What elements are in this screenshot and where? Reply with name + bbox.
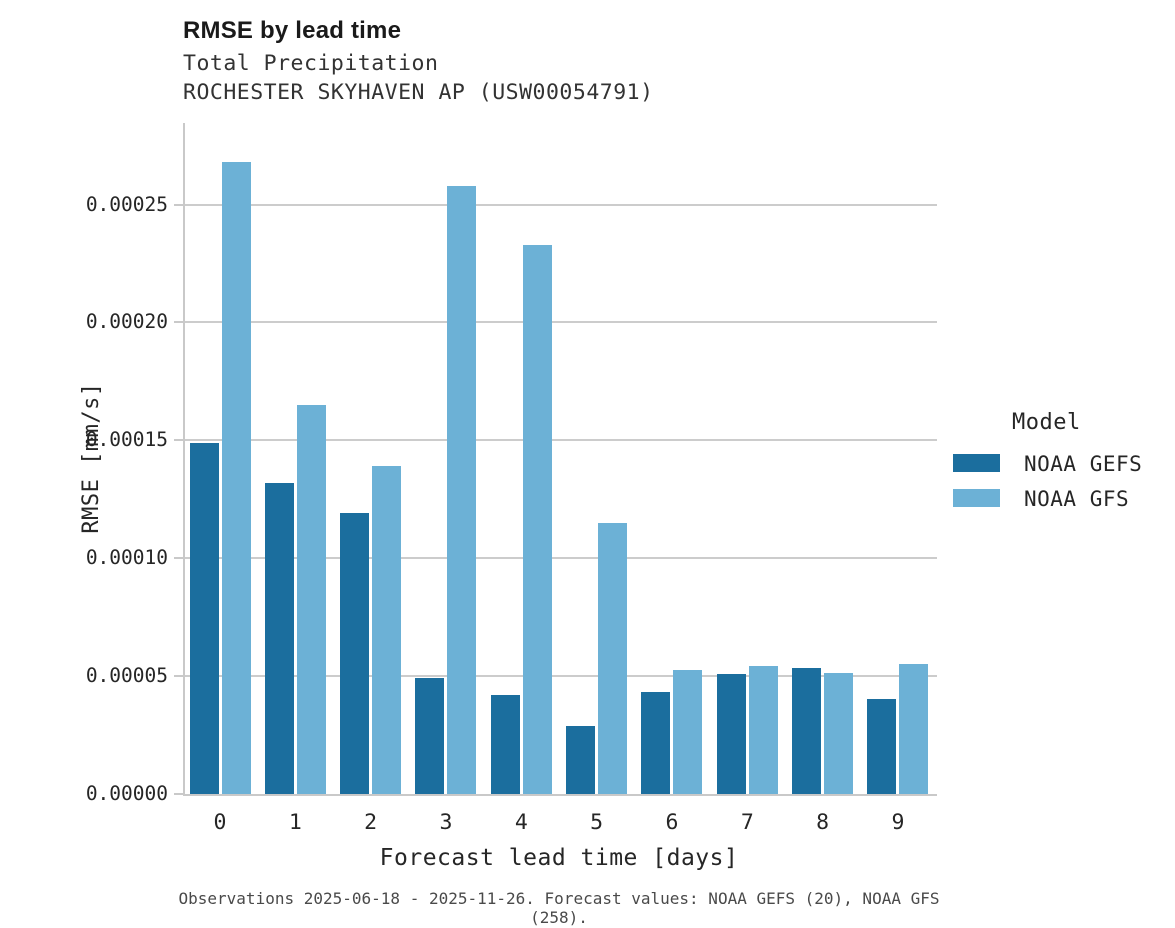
y-tick-label: 0.00005 [85, 664, 168, 688]
y-tick [174, 203, 183, 206]
bar-noaa-gfs-lead-5 [598, 522, 628, 794]
y-axis-title: RMSE [mm/s] [79, 382, 105, 534]
legend-item-label: NOAA GEFS [1024, 452, 1143, 476]
legend-swatch [953, 489, 1000, 507]
bar-noaa-gefs-lead-8 [792, 668, 822, 794]
legend-title: Model [1012, 410, 1081, 435]
bar-noaa-gfs-lead-8 [824, 672, 854, 794]
y-tick [174, 675, 183, 678]
legend-swatch [953, 454, 1000, 472]
x-tick-label: 9 [891, 810, 905, 835]
x-tick-label: 1 [288, 810, 302, 835]
y-tick-label: 0.00015 [85, 428, 168, 452]
x-tick-label: 2 [364, 810, 378, 835]
legend-item-label: NOAA GFS [1024, 487, 1130, 511]
bar-noaa-gefs-lead-2 [340, 513, 370, 794]
gridline [185, 675, 937, 678]
bar-noaa-gfs-lead-7 [748, 665, 778, 794]
bar-noaa-gefs-lead-7 [716, 674, 746, 794]
y-tick-label: 0.00020 [85, 310, 168, 334]
bar-noaa-gfs-lead-6 [673, 669, 703, 794]
bar-noaa-gefs-lead-3 [415, 677, 445, 794]
gridline [185, 321, 937, 324]
y-tick [174, 321, 183, 324]
x-tick-label: 8 [816, 810, 830, 835]
bar-noaa-gfs-lead-1 [296, 404, 326, 794]
y-tick-label: 0.00010 [85, 546, 168, 570]
x-tick-label: 6 [665, 810, 679, 835]
plot-area: 0.00000 0.00005 0.00010 0.00015 0.00020 0.000… [86, 123, 937, 835]
bar-noaa-gfs-lead-4 [522, 244, 552, 794]
y-tick-label: 0.00025 [85, 192, 168, 216]
y-tick [174, 557, 183, 560]
bar-noaa-gefs-lead-9 [867, 699, 897, 794]
x-tick-label: 5 [590, 810, 604, 835]
bar-noaa-gfs-lead-9 [899, 663, 929, 794]
page-title: RMSE by lead time [183, 17, 402, 44]
subtitle-variable: Total Precipitation [183, 51, 439, 76]
caption: Observations 2025-06-18 - 2025-11-26. Fo… [178, 889, 940, 927]
subtitle-station: ROCHESTER SKYHAVEN AP (USW00054791) [183, 80, 654, 105]
x-tick-label: 3 [439, 810, 453, 835]
gridline [185, 557, 937, 560]
x-tick-label: 0 [213, 810, 227, 835]
y-tick [174, 439, 183, 442]
y-tick [174, 793, 183, 795]
bar-noaa-gfs-lead-3 [447, 185, 477, 794]
gridline [185, 203, 937, 206]
gridline [185, 439, 937, 442]
bar-noaa-gefs-lead-5 [566, 726, 596, 794]
bar-noaa-gefs-lead-1 [264, 482, 294, 794]
y-tick-label: 0.00000 [85, 782, 168, 805]
bar-noaa-gfs-lead-2 [372, 466, 402, 794]
bar-noaa-gefs-lead-4 [490, 695, 520, 794]
bar-noaa-gefs-lead-6 [641, 691, 671, 794]
x-tick-label: 7 [740, 810, 754, 835]
x-tick-label: 4 [514, 810, 528, 835]
x-axis-title: Forecast lead time [days] [379, 845, 739, 871]
bar-noaa-gefs-lead-0 [189, 442, 219, 794]
bar-noaa-gfs-lead-0 [221, 162, 251, 794]
